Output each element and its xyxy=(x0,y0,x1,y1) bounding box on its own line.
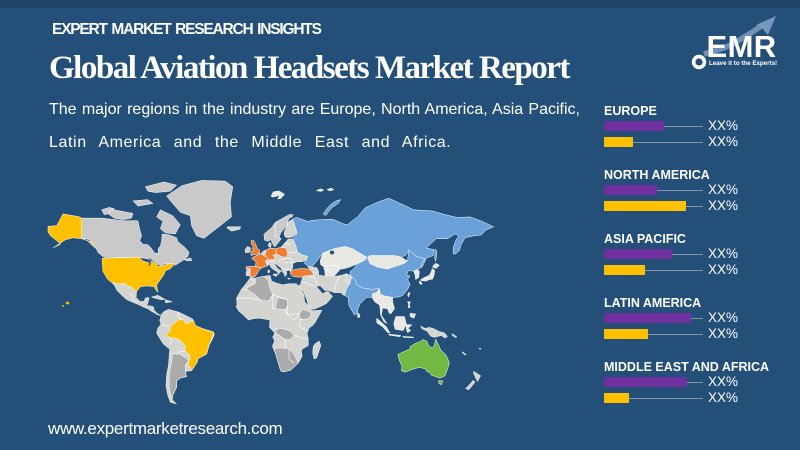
svg-text:Leave it to the Experts!: Leave it to the Experts! xyxy=(709,60,777,67)
svg-text:EMR: EMR xyxy=(707,29,777,64)
